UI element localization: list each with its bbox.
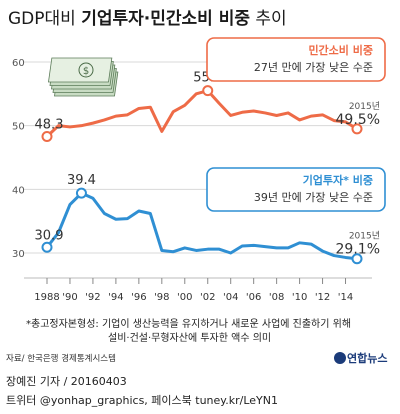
x-tick-label: '90 [62, 292, 77, 303]
footnote-prefix: *총고정자본형성: [26, 319, 99, 330]
social-text: 트위터 @yonhap_graphics, 페이스북 tuney.kr/LeYN… [6, 394, 278, 407]
logo-icon [334, 352, 346, 364]
annotation-text: 27년 만에 가장 낮은 수준 [254, 61, 373, 74]
y-tick-label: 60 [12, 58, 25, 69]
annotation-box [206, 37, 386, 82]
source-text: 자료/ 한국은행 경제통계시스템 [6, 354, 116, 364]
credit-text: 장예진 기자 / 20160403 [6, 375, 127, 388]
data-label: 48.3 [35, 117, 64, 132]
highlight-point [41, 241, 53, 253]
annotation-title: 민간소비 비중 [308, 43, 373, 57]
x-tick-label: '98 [154, 292, 169, 303]
page-title: GDP대비 기업투자·민간소비 비중 추이 [8, 4, 287, 29]
highlight-point [351, 123, 363, 135]
x-tick-label: '06 [246, 292, 261, 303]
series-line [45, 191, 358, 261]
x-tick-label: '00 [177, 292, 192, 303]
highlight-point [75, 187, 87, 199]
annotation-text: 39년 만에 가장 낮은 수준 [254, 191, 373, 204]
y-tick-label: 30 [12, 249, 25, 260]
title-part-2: 기업투자·민간소비 비중 [81, 9, 250, 29]
x-tick-label: '04 [223, 292, 238, 303]
money-bill-emblem [78, 62, 94, 78]
footnote-line-1: 기업이 생산능력을 유지하거나 새로운 사업에 진출하기 위해 [101, 319, 352, 330]
y-tick-label: 40 [12, 185, 25, 196]
x-tick-label: '02 [200, 292, 215, 303]
x-tick-label: '12 [315, 292, 330, 303]
y-tick-label: 50 [12, 122, 25, 133]
highlight-point [351, 253, 363, 265]
highlight-point [202, 85, 214, 97]
x-tick-label: '14 [338, 292, 353, 303]
data-label: 30.9 [35, 228, 64, 243]
series-line [45, 89, 358, 138]
money-stack-icon: $ [83, 66, 89, 77]
annotation-box [206, 167, 386, 212]
x-tick-label: '08 [269, 292, 284, 303]
data-label: 49.5% [336, 112, 380, 128]
year-label: 2015년 [349, 101, 380, 112]
highlight-point [41, 130, 53, 142]
data-label: 39.4 [67, 173, 96, 188]
x-tick-label: '10 [292, 292, 307, 303]
data-label: 29.1% [336, 242, 380, 258]
x-tick-label: 1988 [34, 292, 59, 303]
footnote: *총고정자본형성: 기업이 생산능력을 유지하거나 새로운 사업에 진출하기 위… [26, 318, 386, 346]
title-part-3: 추이 [255, 9, 287, 29]
x-tick-label: '96 [131, 292, 146, 303]
footnote-line-2: 설비·건설·무형자산에 투자한 액수 의미 [108, 333, 272, 344]
title-part-1: GDP대비 [8, 9, 76, 29]
x-tick-label: '94 [108, 292, 123, 303]
year-label: 2015년 [349, 231, 380, 242]
logo-text: 연합뉴스 [347, 352, 388, 365]
money-stack-bill [48, 57, 113, 83]
x-tick-label: '92 [85, 292, 100, 303]
annotation-title: 기업투자* 비중 [303, 173, 373, 187]
yonhap-logo: 연합뉴스 [334, 350, 387, 366]
